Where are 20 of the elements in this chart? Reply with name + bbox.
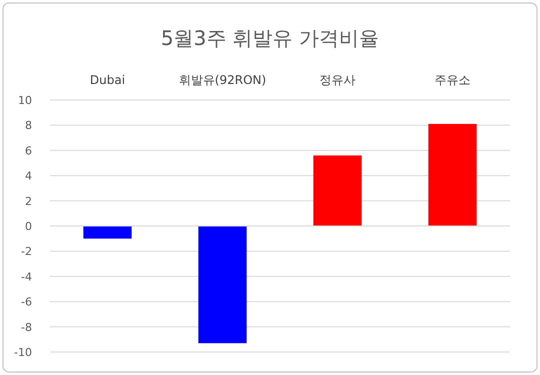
x-tick-label: 정유사 [320, 73, 356, 87]
x-tick-label: 휘발유(92RON) [178, 73, 266, 87]
y-tick-label: 10 [18, 94, 32, 107]
y-tick-label: -4 [21, 270, 32, 284]
y-tick-label: 8 [25, 119, 32, 132]
chart-title: 5월3주 휘발유 가격비율 [160, 26, 380, 50]
y-tick-label: 0 [25, 220, 32, 233]
x-tick-label: Dubai [90, 73, 126, 87]
y-tick-label: 6 [25, 144, 32, 158]
x-tick-label: 주유소 [434, 73, 470, 87]
y-tick-label: 4 [25, 170, 32, 183]
bar [198, 226, 247, 344]
y-tick-label: -2 [21, 245, 32, 258]
y-tick-label: -6 [21, 296, 32, 309]
bar [83, 226, 132, 239]
bar [313, 155, 362, 226]
bar [428, 124, 477, 226]
y-tick-label: -10 [14, 346, 32, 359]
y-tick-label: 2 [25, 194, 32, 208]
y-tick-label: -8 [21, 320, 32, 334]
